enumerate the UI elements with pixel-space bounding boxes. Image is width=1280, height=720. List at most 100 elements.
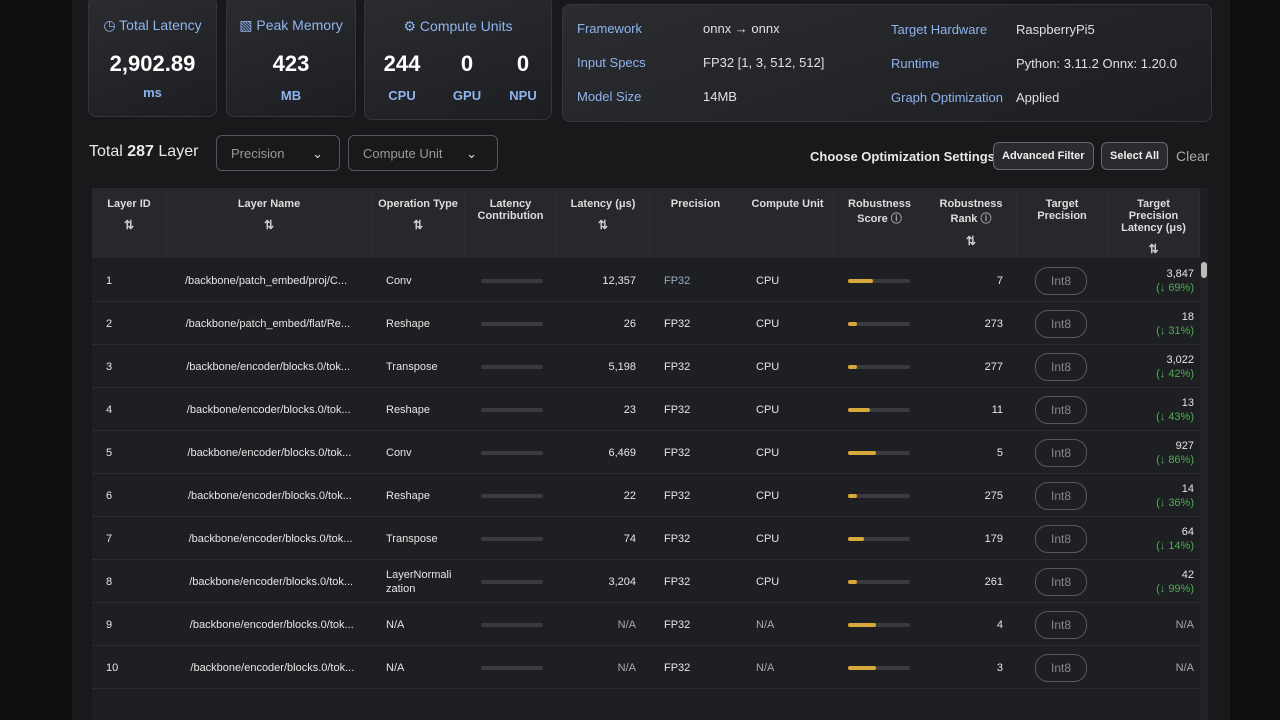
target-precision: Int8	[1035, 560, 1087, 603]
label: Compute Units	[419, 18, 513, 34]
compute-dropdown[interactable]: Compute Unit ⌄	[348, 135, 498, 171]
sort-icon[interactable]: ⇅	[1148, 242, 1159, 256]
robustness-bar	[848, 494, 858, 498]
column-header[interactable]: Operation Type ⇅	[372, 188, 465, 258]
target-latency-value: 42	[1181, 568, 1194, 581]
text: Layer	[158, 143, 199, 160]
compute-unit: CPU	[756, 532, 780, 545]
target-precision: Int8	[1035, 431, 1087, 474]
info-label: Runtime	[891, 56, 940, 71]
target-precision-pill[interactable]: Int8	[1035, 610, 1087, 639]
column-header: Compute Unit	[742, 188, 834, 258]
target-precision-pill[interactable]: Int8	[1035, 653, 1087, 682]
sort-icon[interactable]: ⇅	[123, 218, 135, 232]
target-latency: N/A	[1114, 603, 1194, 646]
target-precision-pill[interactable]: Int8	[1035, 266, 1087, 295]
help-icon[interactable]: ⓘ	[890, 213, 902, 225]
column-header[interactable]: Layer ID ⇅	[92, 188, 167, 258]
operation-type: N/A	[386, 661, 405, 674]
layer-id: 1	[106, 274, 113, 287]
latency: 6,469	[608, 446, 636, 459]
latency-contribution-track	[481, 322, 543, 326]
compute-value: 0	[516, 51, 530, 76]
column-header: Robustness Score ⓘ	[834, 188, 926, 258]
target-latency-value: 64	[1181, 525, 1194, 538]
chevron: ⌄	[312, 146, 323, 161]
compute-label: GPU	[452, 88, 482, 103]
target-precision: Int8	[1035, 517, 1087, 560]
robustness-track	[848, 537, 910, 541]
layer-name: /backbone/patch_embed/flat/Re...	[185, 317, 351, 330]
row-divider	[92, 602, 1200, 603]
clear-button[interactable]: Clear	[1176, 148, 1210, 164]
select-all-button[interactable]: Select All	[1101, 142, 1169, 170]
card-value: 423	[272, 51, 310, 76]
target-precision: Int8	[1035, 388, 1087, 431]
robustness-rank: 273	[984, 317, 1003, 330]
target-latency-value: 3,847	[1166, 267, 1194, 280]
header-label: Latency Contribution	[477, 198, 544, 222]
precision: FP32	[664, 661, 691, 674]
target-precision: Int8	[1035, 603, 1087, 646]
info-value: Applied	[1016, 90, 1060, 105]
precision: FP32	[664, 532, 691, 545]
card-label: ◷ Total Latency	[103, 17, 202, 33]
target-precision-pill[interactable]: Int8	[1035, 524, 1087, 553]
layer-id: 6	[106, 489, 113, 502]
robustness-track	[848, 279, 910, 283]
layer-name: /backbone/encoder/blocks.0/tok...	[186, 360, 351, 373]
target-precision-pill[interactable]: Int8	[1035, 481, 1087, 510]
header-label: Compute Unit	[751, 198, 824, 210]
target-latency-change: (↓ 86%)	[1156, 453, 1194, 466]
robustness-bar	[848, 580, 858, 584]
operation-type: N/A	[386, 618, 405, 631]
target-latency-change: (↓ 99%)	[1156, 582, 1194, 595]
scroll-thumb[interactable]	[1201, 262, 1207, 278]
target-latency: 42 (↓ 99%)	[1114, 560, 1194, 603]
info-value: RaspberryPi5	[1016, 22, 1095, 37]
latency: 23	[623, 403, 636, 416]
card-value: 2,902.89	[109, 51, 196, 76]
target-precision-pill[interactable]: Int8	[1035, 352, 1087, 381]
compute-unit: CPU	[756, 317, 780, 330]
target-precision: Int8	[1035, 302, 1087, 345]
column-header[interactable]: Latency (μs) ⇅	[557, 188, 650, 258]
target-latency: 3,022 (↓ 42%)	[1114, 345, 1194, 388]
latency: N/A	[617, 661, 636, 674]
precision: FP32	[664, 489, 691, 502]
robustness-track	[848, 451, 910, 455]
sort-icon[interactable]: ⇅	[263, 218, 275, 232]
target-latency: 927 (↓ 86%)	[1114, 431, 1194, 474]
precision-dropdown[interactable]: Precision ⌄	[216, 135, 340, 171]
column-header[interactable]: Layer Name ⇅	[167, 188, 372, 258]
layer-name: /backbone/encoder/blocks.0/tok...	[189, 575, 354, 588]
chevron: ⌄	[466, 146, 477, 161]
sort-icon[interactable]: ⇅	[965, 234, 977, 248]
text: Total	[89, 143, 123, 160]
precision: FP32	[664, 360, 691, 373]
latency-contribution-track	[481, 451, 543, 455]
column-header[interactable]: Robustness Rank ⓘ ⇅	[926, 188, 1017, 258]
latency-contribution-track	[481, 494, 543, 498]
robustness-bar	[848, 666, 876, 670]
help-icon[interactable]: ⓘ	[980, 213, 992, 225]
info-panel: Framework onnx → onnx Input Specs FP32 [1, …	[562, 4, 1212, 122]
target-latency: N/A	[1114, 646, 1194, 689]
sort-icon[interactable]: ⇅	[597, 218, 609, 232]
sort-icon[interactable]: ⇅	[412, 218, 424, 232]
target-precision-pill[interactable]: Int8	[1035, 309, 1087, 338]
target-precision-pill[interactable]: Int8	[1035, 395, 1087, 424]
advanced-filter-button[interactable]: Advanced Filter	[993, 142, 1094, 170]
operation-type: Conv	[386, 274, 412, 287]
target-precision-pill[interactable]: Int8	[1035, 438, 1087, 467]
robustness-rank: 275	[984, 489, 1003, 502]
target-precision-pill[interactable]: Int8	[1035, 567, 1087, 596]
target-latency: 64 (↓ 14%)	[1114, 517, 1194, 560]
latency: 74	[623, 532, 636, 545]
row-divider	[92, 688, 1200, 689]
operation-type: Reshape	[386, 489, 431, 502]
column-header[interactable]: Target Precision Latency (μs) ⇅	[1108, 188, 1200, 258]
target-latency-change: (↓ 43%)	[1156, 410, 1194, 423]
compute-unit: CPU	[756, 360, 780, 373]
latency: 26	[623, 317, 636, 330]
